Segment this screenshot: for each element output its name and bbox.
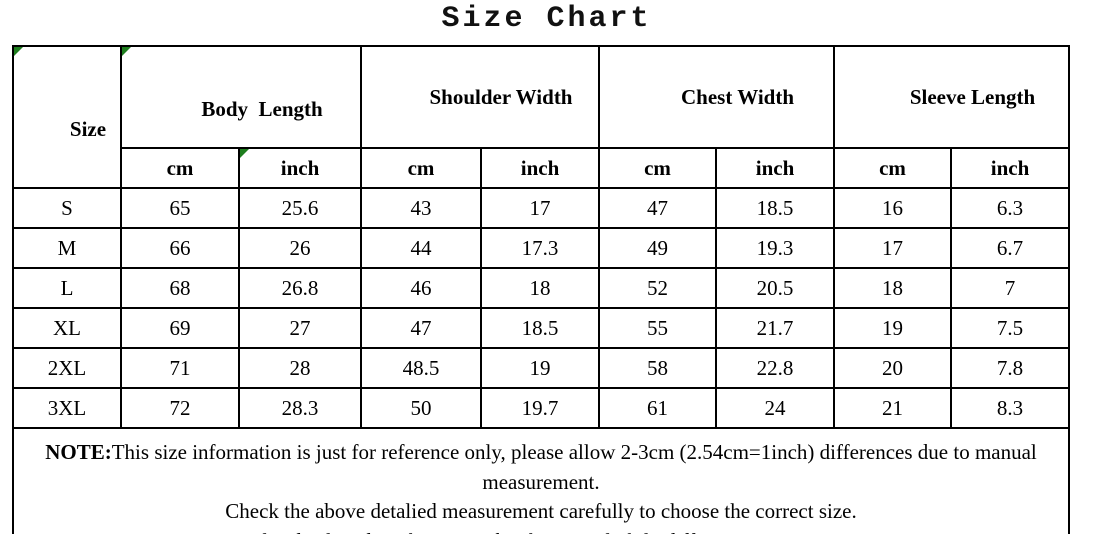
cell-shoulder-cm: 46 (360, 267, 482, 309)
cell-chest-inch: 18.5 (714, 187, 836, 229)
cell-chest-cm: 49 (598, 227, 717, 269)
cell-chest-cm: 61 (598, 387, 717, 429)
cell-shoulder-cm: 44 (360, 227, 482, 269)
group-header-chest-width-label: Chest Width (681, 84, 795, 109)
note-row: NOTE:This size information is just for r… (11, 427, 1071, 534)
cell-sleeve-inch: 7.8 (950, 347, 1071, 389)
cell-size: M (12, 227, 122, 269)
group-header-sleeve-length-label: Sleeve Length (909, 84, 1036, 109)
size-chart-table: Size Body Length Shoulder Width Chest Wi… (11, 45, 1071, 534)
cell-body-cm: 72 (120, 387, 240, 429)
unit-header-body-inch: inch (238, 147, 362, 189)
cell-shoulder-cm: 47 (360, 307, 482, 349)
col-header-size-label: Size (69, 117, 107, 141)
cell-body-cm: 66 (120, 227, 240, 269)
note-paragraph-3: Item color displayed in photos maybe sho… (14, 527, 1068, 534)
note-paragraph-2: Check the above detalied measurement car… (225, 499, 857, 523)
note-section: NOTE:This size information is just for r… (11, 427, 1071, 534)
table-row-3xl: 3XL 72 28.3 50 19.7 61 24 21 8.3 (12, 387, 1071, 429)
cell-chest-cm: 52 (598, 267, 717, 309)
cell-sleeve-inch: 6.7 (950, 227, 1071, 269)
cell-shoulder-inch: 18.5 (480, 307, 600, 349)
cell-size: S (12, 187, 122, 229)
cell-shoulder-inch: 17 (480, 187, 600, 229)
group-header-shoulder-width: Shoulder Width (360, 45, 600, 149)
cell-body-inch: 28 (238, 347, 362, 389)
cell-sleeve-inch: 8.3 (950, 387, 1071, 429)
table-row-2xl: 2XL 71 28 48.5 19 58 22.8 20 7.8 (12, 347, 1071, 389)
group-header-sleeve-length: Sleeve Length (833, 45, 1071, 149)
table-row-xl: XL 69 27 47 18.5 55 21.7 19 7.5 (12, 307, 1071, 349)
cell-chest-inch: 19.3 (714, 227, 836, 269)
unit-header-body-cm: cm (120, 147, 240, 189)
cell-body-cm: 71 (120, 347, 240, 389)
cell-shoulder-cm: 48.5 (360, 347, 482, 389)
cell-sleeve-inch: 7.5 (950, 307, 1071, 349)
cell-chest-inch: 22.8 (714, 347, 836, 389)
unit-header-sleeve-cm: cm (833, 147, 953, 189)
unit-header-sleeve-inch: inch (950, 147, 1071, 189)
header-unit-row: cm inch cm inch cm inch cm inch (13, 147, 1071, 189)
cell-body-inch: 26.8 (238, 267, 362, 309)
cell-shoulder-cm: 43 (360, 187, 482, 229)
cell-body-inch: 28.3 (238, 387, 362, 429)
cell-chest-cm: 58 (598, 347, 717, 389)
group-header-body-length-label: Body Length (201, 97, 323, 121)
cell-shoulder-inch: 19.7 (480, 387, 600, 429)
group-header-shoulder-width-label: Shoulder Width (429, 84, 573, 109)
cell-sleeve-inch: 7 (950, 267, 1071, 309)
cell-flag-icon (14, 47, 23, 56)
cell-body-cm: 68 (120, 267, 240, 309)
cell-size: L (12, 267, 122, 309)
cell-chest-cm: 47 (598, 187, 717, 229)
cell-sleeve-cm: 21 (833, 387, 953, 429)
cell-sleeve-cm: 16 (833, 187, 953, 229)
cell-chest-inch: 24 (714, 387, 836, 429)
cell-sleeve-cm: 17 (833, 227, 953, 269)
cell-chest-inch: 21.7 (714, 307, 836, 349)
cell-sleeve-inch: 6.3 (950, 187, 1071, 229)
cell-body-inch: 25.6 (238, 187, 362, 229)
table-row-s: S 65 25.6 43 17 47 18.5 16 6.3 (12, 187, 1071, 229)
cell-shoulder-inch: 18 (480, 267, 600, 309)
col-header-size: Size (12, 45, 122, 189)
cell-flag-icon (122, 47, 131, 56)
cell-sleeve-cm: 18 (833, 267, 953, 309)
cell-shoulder-inch: 19 (480, 347, 600, 389)
cell-sleeve-cm: 20 (833, 347, 953, 389)
table-row-l: L 68 26.8 46 18 52 20.5 18 7 (12, 267, 1071, 309)
unit-header-chest-inch: inch (714, 147, 836, 189)
unit-header-chest-cm: cm (598, 147, 717, 189)
cell-chest-inch: 20.5 (714, 267, 836, 309)
cell-body-inch: 27 (238, 307, 362, 349)
unit-header-shoulder-cm: cm (360, 147, 482, 189)
cell-size: 3XL (12, 387, 122, 429)
group-header-body-length: Body Length (120, 45, 362, 149)
table-row-m: M 66 26 44 17.3 49 19.3 17 6.7 (12, 227, 1071, 269)
group-header-chest-width: Chest Width (597, 45, 836, 149)
note-text-1: This size information is just for refere… (111, 440, 1037, 494)
header-group-row: Size Body Length Shoulder Width Chest Wi… (12, 45, 1071, 189)
unit-header-body-inch-label: inch (280, 155, 320, 180)
unit-header-shoulder-inch: inch (480, 147, 600, 189)
cell-body-cm: 65 (120, 187, 240, 229)
cell-shoulder-inch: 17.3 (480, 227, 600, 269)
page-title: Size Chart (441, 2, 652, 36)
cell-size: XL (12, 307, 122, 349)
cell-flag-icon (240, 149, 249, 158)
cell-body-cm: 69 (120, 307, 240, 349)
cell-size: 2XL (12, 347, 122, 389)
cell-sleeve-cm: 19 (833, 307, 953, 349)
cell-chest-cm: 55 (598, 307, 717, 349)
note-label: NOTE: (45, 440, 112, 464)
note-paragraph-1: NOTE:This size information is just for r… (14, 438, 1068, 497)
cell-shoulder-cm: 50 (360, 387, 482, 429)
cell-body-inch: 26 (238, 227, 362, 269)
